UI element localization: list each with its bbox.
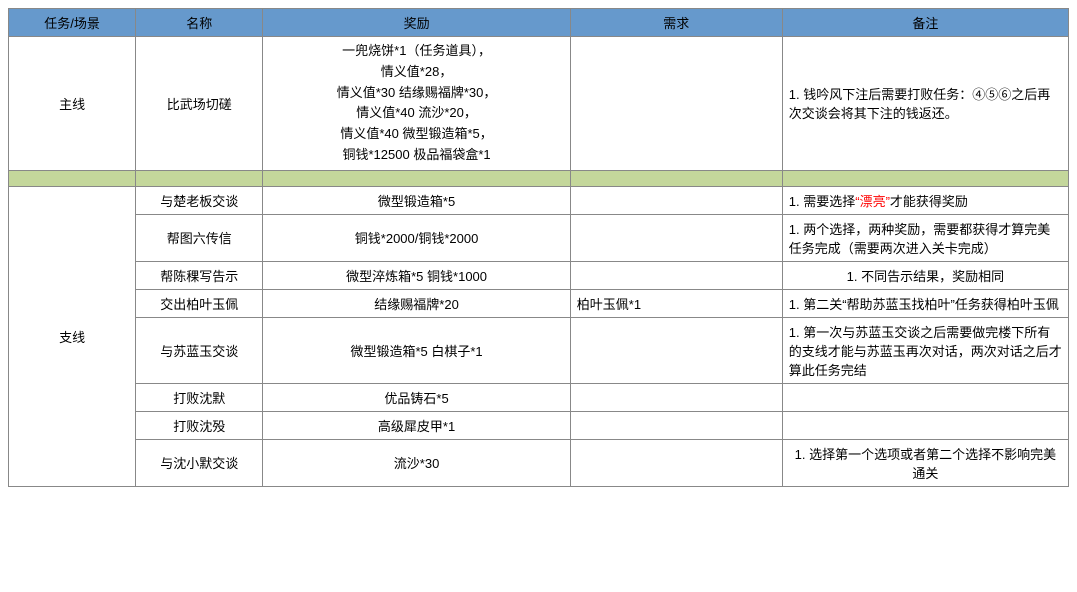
spacer-cell: [570, 170, 782, 186]
sideline-note: 1. 两个选择，两种奖励，需要都获得才算完美任务完成（需要两次进入关卡完成）: [782, 214, 1068, 261]
sideline-reward: 微型锻造箱*5 白棋子*1: [263, 317, 570, 383]
sideline-name: 交出柏叶玉佩: [136, 289, 263, 317]
sideline-name: 打败沈殁: [136, 411, 263, 439]
sideline-requirement: [570, 383, 782, 411]
sideline-requirement: 柏叶玉佩*1: [570, 289, 782, 317]
sideline-requirement: [570, 411, 782, 439]
sideline-reward: 铜钱*2000/铜钱*2000: [263, 214, 570, 261]
sideline-row: 打败沈默优品铸石*5: [9, 383, 1069, 411]
sideline-reward: 微型淬炼箱*5 铜钱*1000: [263, 261, 570, 289]
sideline-reward: 结缘赐福牌*20: [263, 289, 570, 317]
sideline-row: 帮陈稞写告示微型淬炼箱*5 铜钱*1000 1. 不同告示结果，奖励相同: [9, 261, 1069, 289]
sideline-note: 1. 第一次与苏蓝玉交谈之后需要做完楼下所有的支线才能与苏蓝玉再次对话，两次对话…: [782, 317, 1068, 383]
table-header-row: 任务/场景 名称 奖励 需求 备注: [9, 9, 1069, 37]
sideline-note: 1. 选择第一个选项或者第二个选择不影响完美通关: [782, 439, 1068, 486]
sideline-name: 帮陈稞写告示: [136, 261, 263, 289]
sideline-note: 1. 第二关“帮助苏蓝玉找柏叶”任务获得柏叶玉佩: [782, 289, 1068, 317]
sideline-row: 与沈小默交谈流沙*30 1. 选择第一个选项或者第二个选择不影响完美通关: [9, 439, 1069, 486]
col-header-requirement: 需求: [570, 9, 782, 37]
highlight-text: “漂亮”: [855, 194, 890, 209]
sideline-category: 支线: [9, 186, 136, 486]
sideline-row: 交出柏叶玉佩结缘赐福牌*20柏叶玉佩*11. 第二关“帮助苏蓝玉找柏叶”任务获得…: [9, 289, 1069, 317]
spacer-cell: [9, 170, 136, 186]
sideline-row: 打败沈殁高级犀皮甲*1: [9, 411, 1069, 439]
sideline-reward: 微型锻造箱*5: [263, 186, 570, 214]
sideline-reward: 高级犀皮甲*1: [263, 411, 570, 439]
mainline-reward: 一兜烧饼*1（任务道具），情义值*28，情义值*30 结缘赐福牌*30，情义值*…: [263, 37, 570, 171]
sideline-requirement: [570, 214, 782, 261]
sideline-requirement: [570, 186, 782, 214]
sideline-name: 与楚老板交谈: [136, 186, 263, 214]
spacer-row: [9, 170, 1069, 186]
mainline-row: 主线 比武场切磋 一兜烧饼*1（任务道具），情义值*28，情义值*30 结缘赐福…: [9, 37, 1069, 171]
sideline-row: 支线与楚老板交谈微型锻造箱*51. 需要选择“漂亮”才能获得奖励: [9, 186, 1069, 214]
spacer-cell: [782, 170, 1068, 186]
mainline-note: 1. 钱吟风下注后需要打败任务：④⑤⑥之后再次交谈会将其下注的钱返还。: [782, 37, 1068, 171]
col-header-reward: 奖励: [263, 9, 570, 37]
sideline-row: 帮图六传信铜钱*2000/铜钱*2000 1. 两个选择，两种奖励，需要都获得才算…: [9, 214, 1069, 261]
sideline-note: 1. 需要选择“漂亮”才能获得奖励: [782, 186, 1068, 214]
col-header-name: 名称: [136, 9, 263, 37]
sideline-note: [782, 411, 1068, 439]
col-header-scene: 任务/场景: [9, 9, 136, 37]
sideline-note: 1. 不同告示结果，奖励相同: [782, 261, 1068, 289]
spacer-cell: [136, 170, 263, 186]
sideline-name: 与沈小默交谈: [136, 439, 263, 486]
sideline-name: 打败沈默: [136, 383, 263, 411]
sideline-reward: 优品铸石*5: [263, 383, 570, 411]
col-header-note: 备注: [782, 9, 1068, 37]
spacer-cell: [263, 170, 570, 186]
mainline-name: 比武场切磋: [136, 37, 263, 171]
sideline-name: 与苏蓝玉交谈: [136, 317, 263, 383]
sideline-requirement: [570, 261, 782, 289]
sideline-requirement: [570, 317, 782, 383]
mainline-category: 主线: [9, 37, 136, 171]
sideline-requirement: [570, 439, 782, 486]
sideline-note: [782, 383, 1068, 411]
mainline-requirement: [570, 37, 782, 171]
sideline-name: 帮图六传信: [136, 214, 263, 261]
sideline-row: 与苏蓝玉交谈微型锻造箱*5 白棋子*1 1. 第一次与苏蓝玉交谈之后需要做完楼下所…: [9, 317, 1069, 383]
sideline-reward: 流沙*30: [263, 439, 570, 486]
quest-table: 任务/场景 名称 奖励 需求 备注 主线 比武场切磋 一兜烧饼*1（任务道具），…: [8, 8, 1069, 487]
